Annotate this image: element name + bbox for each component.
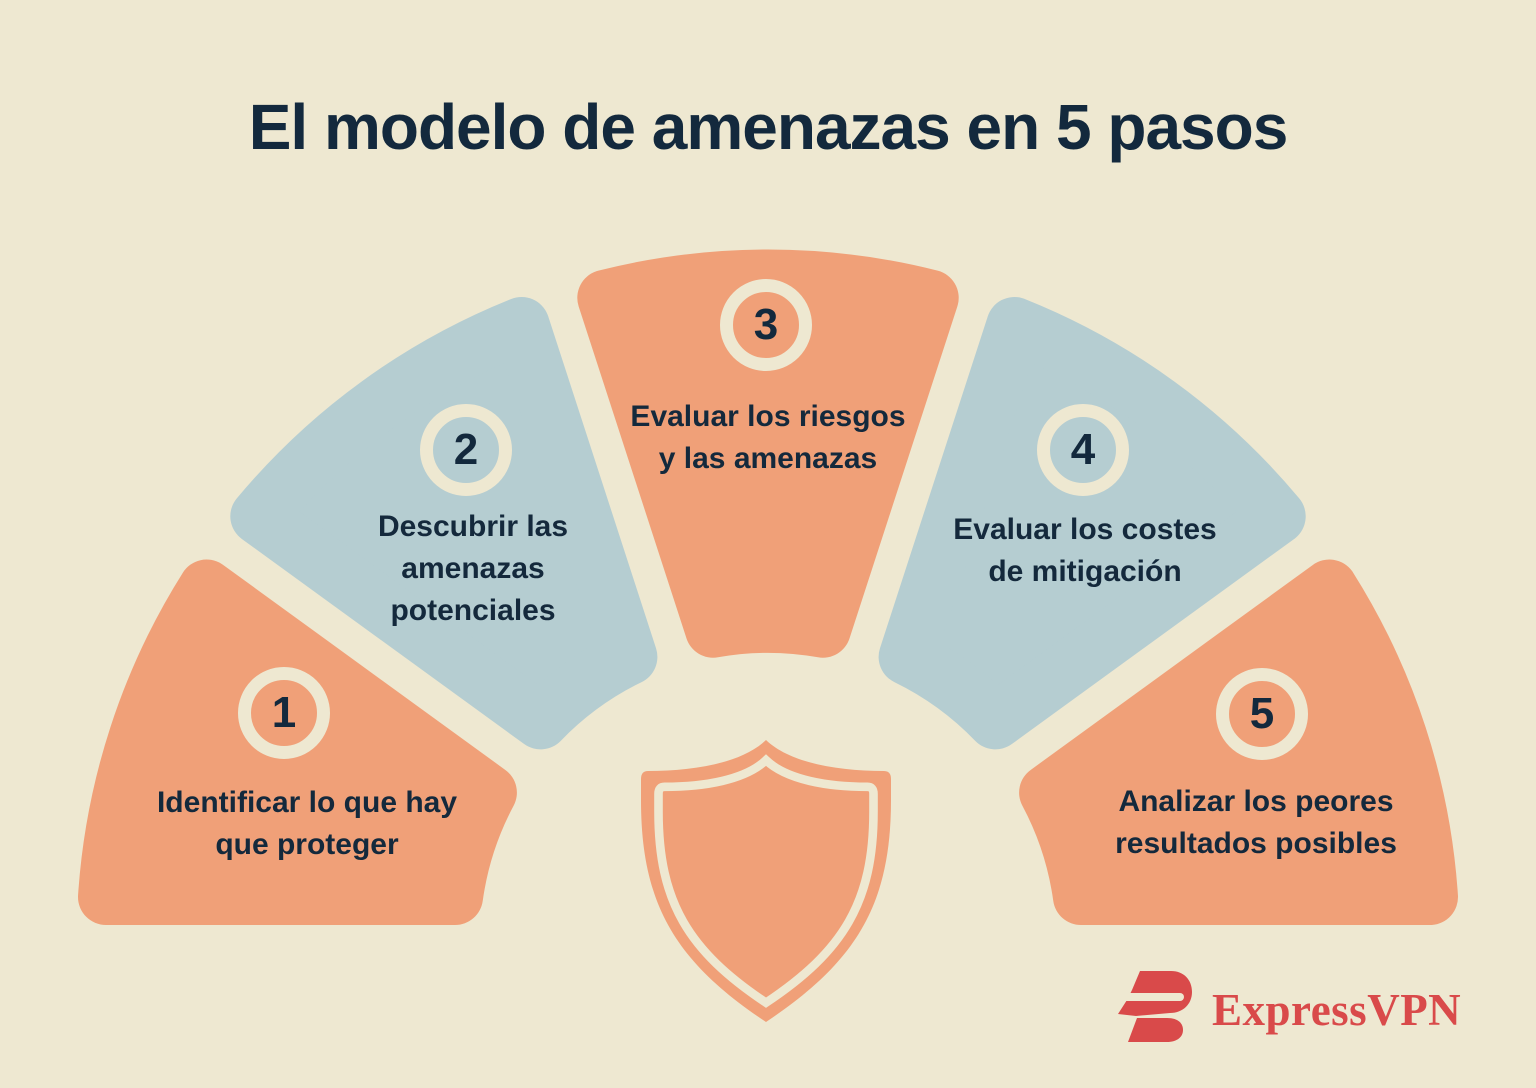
sector-step-2 bbox=[230, 297, 658, 750]
step-4-label-line: Evaluar los costes bbox=[953, 513, 1217, 546]
fan-sectors bbox=[78, 249, 1458, 925]
sector-step-3 bbox=[577, 249, 959, 658]
step-2-number-badge: 2 bbox=[420, 404, 512, 496]
step-5-number-badge: 5 bbox=[1216, 668, 1308, 760]
step-1-label: Identificar lo que hay que proteger bbox=[157, 782, 457, 866]
sector-step-4 bbox=[878, 297, 1306, 750]
step-2-label-line: potenciales bbox=[390, 594, 556, 627]
step-5-label-line: Analizar los peores bbox=[1118, 785, 1394, 818]
step-2-label: Descubrir las amenazas potenciales bbox=[378, 506, 568, 632]
step-5-label-line: resultados posibles bbox=[1115, 827, 1397, 860]
step-4-label-line: de mitigación bbox=[988, 555, 1182, 588]
step-4-label: Evaluar los costes de mitigación bbox=[953, 509, 1216, 593]
step-3-label-line: Evaluar los riesgos bbox=[630, 400, 906, 433]
step-3-label-line: y las amenazas bbox=[658, 442, 878, 475]
step-1-number-badge: 1 bbox=[238, 667, 330, 759]
step-3-label: Evaluar los riesgos y las amenazas bbox=[630, 396, 905, 480]
step-1-label-line: que proteger bbox=[215, 828, 399, 861]
expressvpn-wordmark: ExpressVPN bbox=[1212, 985, 1462, 1035]
step-3-number-badge: 3 bbox=[720, 279, 812, 371]
step-5-label: Analizar los peores resultados posibles bbox=[1115, 781, 1397, 865]
step-1-label-line: Identificar lo que hay bbox=[156, 786, 458, 819]
step-2-label-line: amenazas bbox=[401, 552, 545, 585]
step-4-number-badge: 4 bbox=[1037, 404, 1129, 496]
shield-icon bbox=[641, 740, 891, 1022]
step-2-label-line: Descubrir las bbox=[377, 510, 569, 543]
page-title: El modelo de amenazas en 5 pasos bbox=[248, 91, 1289, 163]
expressvpn-logo-icon bbox=[1113, 971, 1192, 1042]
